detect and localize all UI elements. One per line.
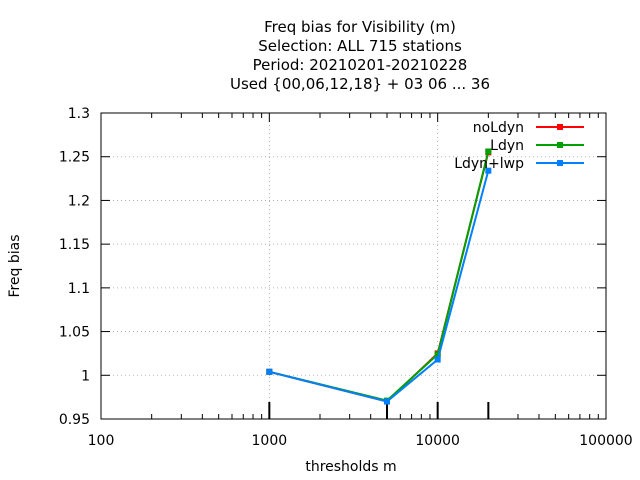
x-axis-label: thresholds m bbox=[305, 459, 396, 475]
title-line-3: Period: 20210201-20210228 bbox=[253, 56, 468, 74]
y-tick-label: 1 bbox=[81, 368, 90, 384]
legend-label-noLdyn: noLdyn bbox=[473, 120, 524, 136]
data-point-Ldyn bbox=[434, 351, 441, 358]
y-tick-label: 0.95 bbox=[59, 412, 90, 428]
y-tick-label: 1.2 bbox=[68, 193, 90, 209]
series-line-noLdyn bbox=[269, 152, 490, 403]
legend-marker-Ldyn bbox=[557, 142, 563, 148]
data-point-Ldyn+lwp bbox=[266, 368, 273, 375]
y-tick-label: 1.05 bbox=[59, 325, 90, 341]
series-line-Ldyn bbox=[269, 151, 490, 402]
data-point-Ldyn bbox=[485, 148, 492, 155]
legend-marker-noLdyn bbox=[557, 124, 563, 130]
x-tick-label: 10000 bbox=[415, 433, 460, 449]
axis-ticks: 0.95 1 1.05 1.1 1.15 1.2 1.25 1.3 100 1000 10000 10… bbox=[59, 106, 633, 449]
threshold-marks bbox=[268, 402, 490, 419]
y-axis-label: Freq bias bbox=[7, 234, 23, 297]
title-line-2: Selection: ALL 715 stations bbox=[258, 37, 462, 55]
data-point-Ldyn+lwp bbox=[383, 398, 390, 405]
y-tick-label: 1.25 bbox=[59, 150, 90, 166]
plot-frame bbox=[100, 112, 607, 420]
grid bbox=[101, 113, 606, 419]
title-line-4: Used {00,06,12,18} + 03 06 ... 36 bbox=[230, 75, 490, 93]
legend-label-Ldyn: Ldyn bbox=[490, 138, 524, 154]
y-tick-label: 1.15 bbox=[59, 237, 90, 253]
series-line-Ldyn+lwp bbox=[269, 170, 490, 403]
x-tick-label: 100 bbox=[88, 433, 115, 449]
legend-label-Ldyn+lwp: Ldyn+lwp bbox=[454, 156, 524, 172]
y-tick-label: 1.3 bbox=[68, 106, 90, 122]
chart-title: Freq bias for Visibility (m) Selection: … bbox=[230, 18, 490, 93]
title-line-1: Freq bias for Visibility (m) bbox=[264, 18, 456, 36]
data-point-Ldyn+lwp bbox=[485, 167, 492, 174]
legend-marker-Ldyn+lwp bbox=[557, 160, 563, 166]
y-tick-label: 1.1 bbox=[68, 281, 90, 297]
series-group bbox=[266, 148, 492, 405]
legend: noLdyn Ldyn Ldyn+lwp bbox=[454, 120, 584, 172]
data-point-Ldyn+lwp bbox=[434, 356, 441, 363]
x-tick-label: 1000 bbox=[252, 433, 288, 449]
x-tick-label: 100000 bbox=[579, 433, 632, 449]
